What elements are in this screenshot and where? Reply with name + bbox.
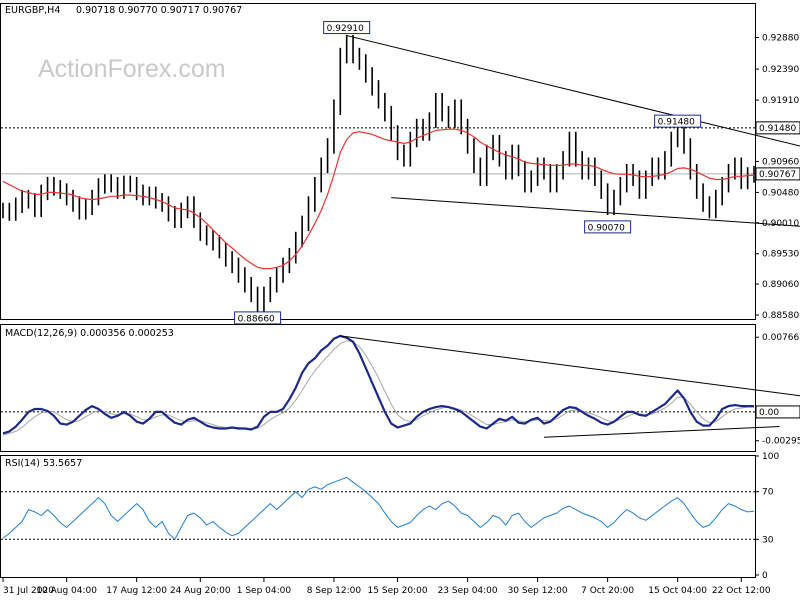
price-annotation-box: [323, 21, 371, 35]
macd-panel: 0.007663 -0.002952 0.00: [0, 324, 800, 452]
price-annotation: 0.90070: [588, 223, 625, 233]
y-tick-label: 100: [762, 452, 779, 462]
y-tick-label: 70: [762, 488, 774, 498]
x-tick-label: 8 Sep 12:00: [307, 586, 362, 596]
price-annotation: 0.88660: [238, 314, 275, 324]
x-tick-label: 30 Sep 12:00: [508, 586, 568, 596]
moving-average-line: [2, 128, 755, 270]
x-tick-label: 23 Sep 04:00: [438, 586, 498, 596]
x-tick-label: 17 Aug 12:00: [106, 586, 167, 596]
y-tick-label: 0.90960: [762, 157, 799, 167]
x-tick-label: 15 Oct 04:00: [648, 586, 707, 596]
x-tick-label: 15 Sep 20:00: [368, 586, 428, 596]
rsi-panel: 100 70 30 0: [0, 452, 779, 581]
price-header: EURGBP,H4 0.90718 0.90770 0.90717 0.9076…: [5, 5, 242, 16]
y-tick-label: 0.91910: [762, 96, 799, 106]
macd-trendline: [340, 335, 800, 397]
resistance-price-tag-box: [755, 121, 800, 135]
y-tick-label: 0.89060: [762, 280, 799, 290]
y-tick-label: 0: [762, 571, 768, 581]
x-tick-label: 31 Jul 2020: [3, 586, 54, 596]
y-tick-label: 0.92390: [762, 65, 799, 75]
panel-frame: [0, 324, 756, 452]
price-annotation-box: [234, 311, 282, 325]
macd-trendline: [543, 426, 780, 438]
y-tick-label: 0.88580: [762, 311, 799, 321]
ohlc-label: 0.90718 0.90770 0.90717 0.90767: [76, 5, 242, 16]
y-tick-label: 0.007663: [762, 333, 800, 343]
price-annotation-box: [654, 114, 702, 128]
macd-current-tag: 0.00: [759, 408, 779, 418]
current-price-tag-box: [755, 167, 800, 181]
price-annotation: 0.92910: [327, 24, 364, 34]
panel-frame: [0, 455, 756, 578]
price-trendline: [346, 35, 800, 147]
x-tick-label: 10 Aug 04:00: [36, 586, 97, 596]
y-tick-label: 0.90480: [762, 188, 799, 198]
price-panel: 0.92880 0.92390 0.91910 0.90960 0.90480 0.900…: [0, 3, 800, 325]
macd-header: MACD(12,26,9) 0.000356 0.000253: [5, 328, 174, 339]
y-tick-label: 30: [762, 535, 774, 545]
rsi-header: RSI(14) 53.5657: [5, 458, 82, 469]
y-tick-label: 0.90010: [762, 219, 799, 229]
y-tick-label: -0.002952: [762, 437, 800, 447]
price-annotation: 0.91480: [658, 118, 695, 128]
resistance-price-tag: 0.91480: [759, 124, 796, 134]
watermark: ActionForex.com: [38, 55, 226, 83]
price-trendline: [391, 197, 800, 227]
y-tick-label: 0.89530: [762, 250, 799, 260]
y-tick-label: 0.92880: [762, 33, 799, 43]
symbol-label: EURGBP,H4: [5, 5, 60, 16]
x-tick-label: 7 Oct 20:00: [581, 586, 634, 596]
rsi-line: [2, 476, 755, 540]
price-annotation-box: [584, 220, 632, 234]
x-tick-label: 24 Aug 20:00: [170, 586, 231, 596]
macd-line: [2, 334, 754, 435]
current-price-tag: 0.90767: [759, 170, 796, 180]
x-tick-label: 22 Oct 12:00: [712, 586, 771, 596]
x-tick-label: 1 Sep 04:00: [237, 586, 292, 596]
macd-current-tag-box: [755, 405, 800, 419]
